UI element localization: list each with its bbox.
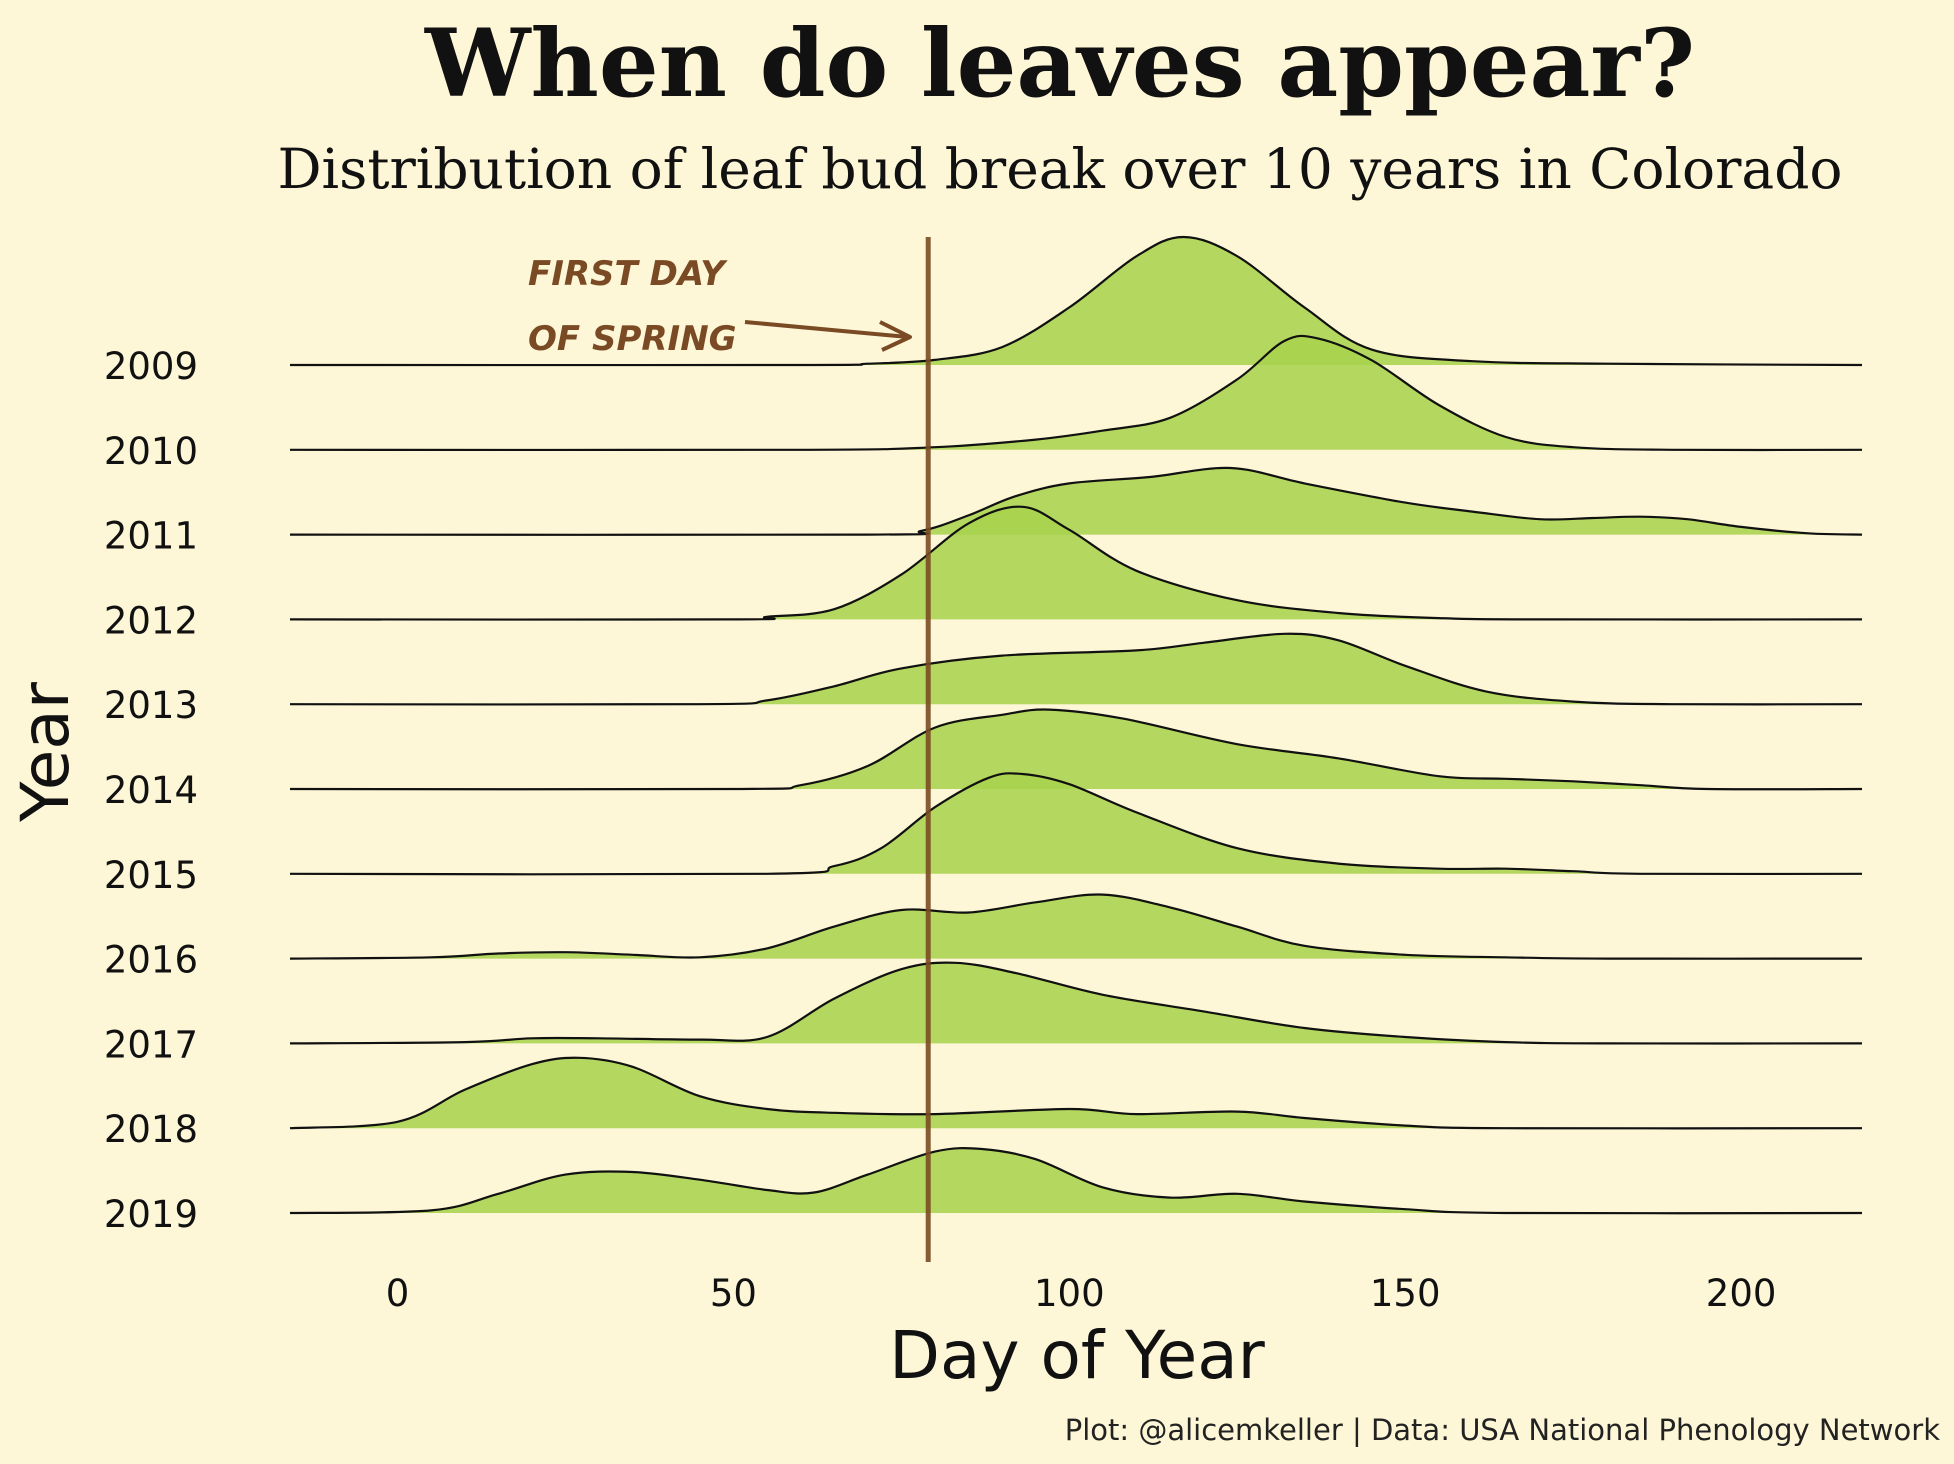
x-tick-label-100: 100 [1034, 1272, 1105, 1315]
ridge-area-2011 [290, 467, 1862, 535]
ridge-line-2015 [289, 772, 1863, 876]
ridge-line-2013 [289, 632, 1863, 706]
ridge-line-2009 [289, 235, 1863, 367]
y-tick-label-2009: 2009 [104, 345, 198, 388]
y-axis-title: Year [7, 681, 84, 823]
annotation-line-1: FIRST DAY [528, 254, 728, 294]
y-tick-label-2014: 2014 [104, 769, 198, 812]
annotation-line-2: OF SPRING [528, 319, 737, 359]
ridge-2011 [289, 466, 1863, 536]
ridge-area-2017 [290, 962, 1862, 1044]
chart-caption: Plot: @alicemkeller | Data: USA National… [1065, 1413, 1940, 1447]
ridge-2012 [289, 505, 1863, 621]
annotation-arrow [744, 320, 909, 339]
ridge-line-2017 [289, 961, 1863, 1045]
ridge-area-2018 [290, 1057, 1862, 1129]
ridge-line-2010 [289, 334, 1863, 452]
ridge-area-2009 [290, 237, 1862, 366]
ridge-2009 [289, 235, 1863, 367]
x-axis-title: Day of Year [889, 1317, 1265, 1394]
ridge-2018 [289, 1056, 1863, 1130]
x-tick-labels: 0 50 100 150 200 [386, 1272, 1777, 1315]
ridges-layer [289, 235, 1863, 1215]
ridge-area-2016 [290, 894, 1862, 959]
y-tick-label-2011: 2011 [104, 515, 198, 558]
ridge-2019 [289, 1147, 1863, 1215]
y-tick-label-2019: 2019 [104, 1193, 198, 1236]
y-tick-label-2016: 2016 [104, 939, 198, 982]
chart-subtitle: Distribution of leaf bud break over 10 y… [277, 137, 1842, 201]
spring-annotation: FIRST DAY OF SPRING [528, 254, 912, 359]
x-tick-label-200: 200 [1706, 1272, 1777, 1315]
ridge-line-2019 [289, 1147, 1863, 1215]
x-tick-label-0: 0 [386, 1272, 410, 1315]
ridge-area-2019 [290, 1148, 1862, 1214]
ridge-line-2016 [289, 893, 1863, 960]
y-tick-label-2015: 2015 [104, 854, 198, 897]
annotation-arrowhead [879, 320, 912, 352]
ridge-2010 [289, 334, 1863, 452]
y-tick-label-2012: 2012 [104, 599, 198, 642]
x-tick-label-150: 150 [1370, 1272, 1441, 1315]
ridge-area-2012 [290, 506, 1862, 620]
chart-title: When do leaves appear? [424, 9, 1695, 119]
ridge-area-2015 [290, 773, 1862, 875]
ridge-2014 [289, 708, 1863, 791]
ridge-line-2014 [289, 708, 1863, 791]
y-tick-label-2013: 2013 [104, 684, 198, 727]
ridge-line-2018 [289, 1056, 1863, 1130]
ridge-area-2013 [290, 633, 1862, 705]
ridge-2013 [289, 632, 1863, 706]
y-tick-label-2010: 2010 [104, 430, 198, 473]
x-tick-label-50: 50 [710, 1272, 757, 1315]
y-tick-label-2017: 2017 [104, 1023, 198, 1066]
ridge-line-2012 [289, 505, 1863, 621]
y-tick-labels: 2009 2010 2011 2012 2013 2014 2015 2016 2017 2018… [104, 345, 198, 1236]
ridge-2016 [289, 893, 1863, 960]
ridge-2015 [289, 772, 1863, 876]
ridge-area-2014 [290, 709, 1862, 790]
y-tick-label-2018: 2018 [104, 1108, 198, 1151]
ridge-2017 [289, 961, 1863, 1045]
